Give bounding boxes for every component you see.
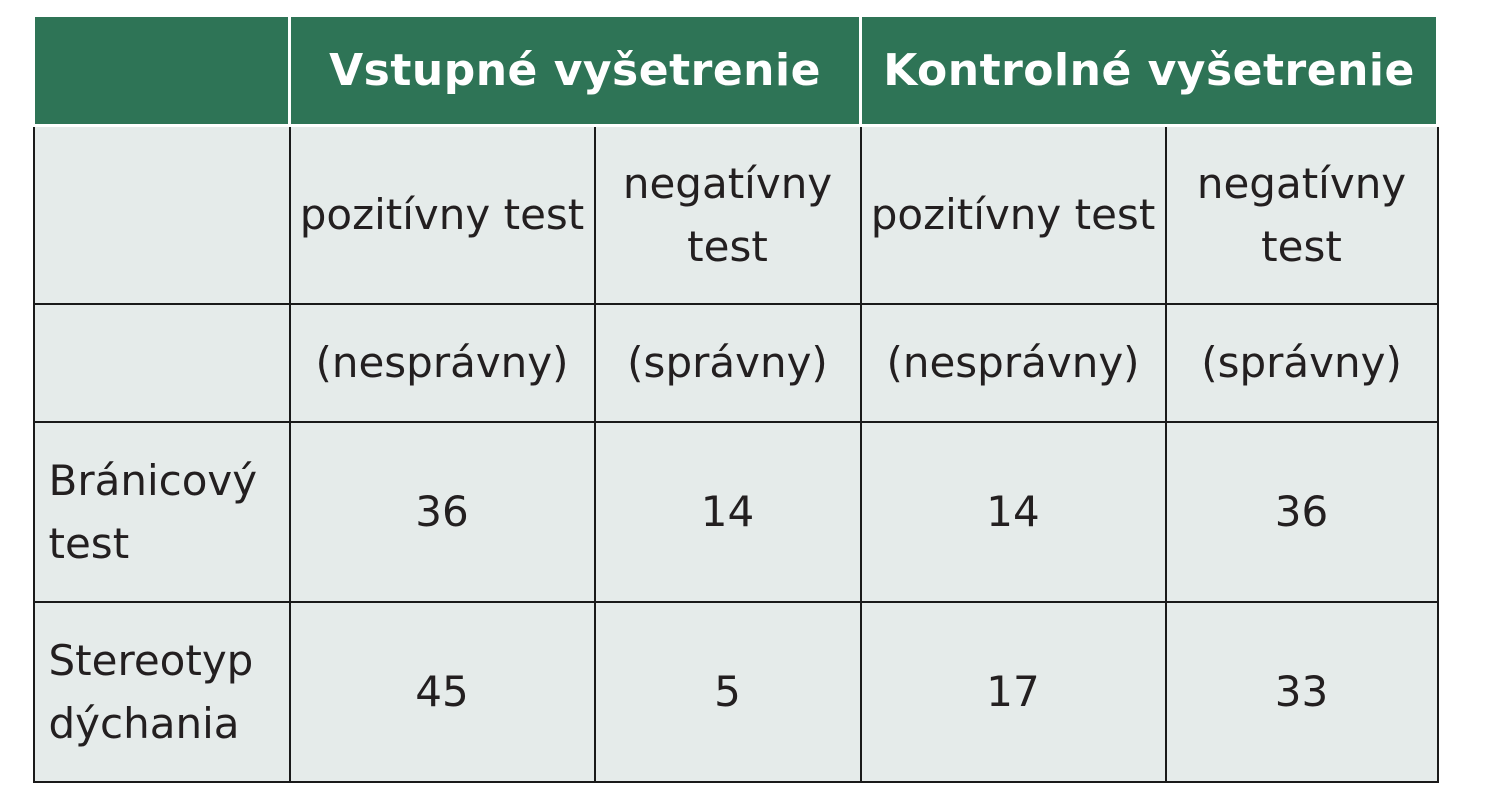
subheader2-cell: (správny) bbox=[1164, 302, 1439, 423]
row-label: Stereotyp dýchania bbox=[32, 600, 291, 783]
subheader-cell: pozitívny test bbox=[859, 124, 1167, 305]
table-cell: 5 bbox=[593, 600, 862, 783]
table-cell: 45 bbox=[288, 600, 596, 783]
table-cell: 36 bbox=[1164, 420, 1439, 603]
results-table: Vstupné vyšetrenie Kontrolné vyšetrenie … bbox=[32, 14, 1440, 783]
table-header-row: Vstupné vyšetrenie Kontrolné vyšetrenie bbox=[32, 14, 1440, 127]
table-cell: 36 bbox=[288, 420, 596, 603]
table-cell: 14 bbox=[859, 420, 1167, 603]
subheader2-cell: (nesprávny) bbox=[288, 302, 596, 423]
header-empty-cell bbox=[32, 14, 291, 127]
results-table-container: Vstupné vyšetrenie Kontrolné vyšetrenie … bbox=[32, 14, 1440, 783]
table-row: Bránicový test 36 14 14 36 bbox=[32, 420, 1439, 603]
table-cell: 33 bbox=[1164, 600, 1439, 783]
header-group-control-exam: Kontrolné vyšetrenie bbox=[859, 14, 1440, 127]
subheader2-empty-cell bbox=[32, 302, 291, 423]
table-subheader-row: pozitívny test negatívny test pozitívny … bbox=[32, 124, 1439, 305]
table-cell: 17 bbox=[859, 600, 1167, 783]
header-group-initial-exam: Vstupné vyšetrenie bbox=[287, 14, 863, 127]
row-label: Bránicový test bbox=[32, 420, 291, 603]
subheader-cell: pozitívny test bbox=[288, 124, 596, 305]
subheader-cell: negatívny test bbox=[1164, 124, 1439, 305]
table-subheader2-row: (nesprávny) (správny) (nesprávny) (správ… bbox=[32, 302, 1439, 423]
table-cell: 14 bbox=[593, 420, 862, 603]
table-row: Stereotyp dýchania 45 5 17 33 bbox=[32, 600, 1439, 783]
subheader-empty-cell bbox=[32, 124, 291, 305]
subheader-cell: negatívny test bbox=[593, 124, 862, 305]
subheader2-cell: (nesprávny) bbox=[859, 302, 1167, 423]
subheader2-cell: (správny) bbox=[593, 302, 862, 423]
